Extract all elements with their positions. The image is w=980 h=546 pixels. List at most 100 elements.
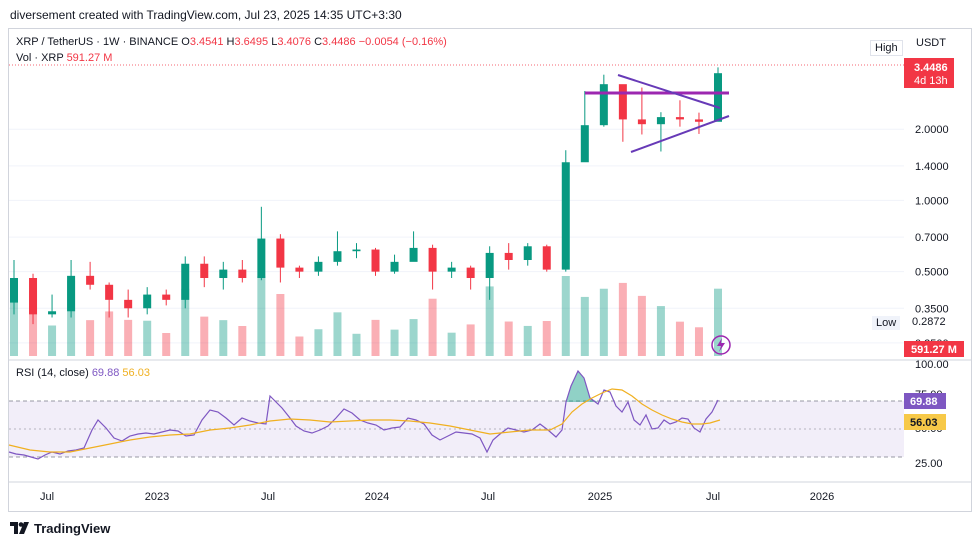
candle: [200, 256, 209, 288]
candle-body: [219, 269, 228, 279]
candle-body: [599, 84, 608, 126]
alert-icon[interactable]: [711, 335, 731, 355]
price-axis[interactable]: 2.00001.40001.00000.70000.50000.35000.25…: [915, 124, 949, 350]
candle-body: [29, 278, 38, 315]
candle-body: [694, 119, 703, 122]
candle: [409, 231, 418, 262]
candle-body: [314, 261, 323, 272]
volume-legend[interactable]: Vol · XRP 591.27 M: [16, 52, 112, 64]
candle: [86, 261, 95, 290]
volume-label[interactable]: Vol · XRP: [16, 52, 64, 64]
time-axis[interactable]: Jul 2023 Jul 2024 Jul 2025 Jul 2026: [9, 481, 971, 503]
currency-label[interactable]: USDT: [916, 37, 946, 49]
candle: [447, 261, 456, 279]
candle: [219, 261, 228, 290]
candle: [276, 234, 285, 283]
volume-bar: [333, 312, 342, 356]
price-tick-label: 1.0000: [915, 195, 949, 207]
candle: [295, 265, 304, 279]
candle: [504, 243, 513, 270]
price-tick-label: 0.3500: [915, 303, 949, 315]
candle-body: [466, 267, 475, 279]
candle-body: [390, 261, 399, 272]
candle: [29, 273, 38, 325]
volume-bar: [409, 319, 418, 356]
rsi-legend[interactable]: RSI (14, close) 69.88 56.03: [16, 367, 150, 379]
low-value: 3.4076: [277, 36, 311, 48]
rsi-label[interactable]: RSI (14, close): [16, 367, 89, 379]
volume-bar: [371, 319, 380, 356]
candle-body: [276, 238, 285, 268]
volume-bar: [599, 288, 608, 356]
volume-bar: [238, 326, 247, 356]
candles: [10, 67, 722, 325]
candle-body: [656, 117, 665, 125]
time-tick-label: Jul: [261, 491, 275, 503]
triangle-upper-line: [617, 74, 721, 109]
candle: [694, 112, 703, 134]
candle: [599, 74, 608, 127]
volume-bar: [485, 286, 494, 356]
chart-frame: [8, 28, 972, 512]
price-tick-label: 0.5000: [915, 267, 949, 279]
symbol-name[interactable]: XRP / TetherUS · 1W · BINANCE: [16, 36, 179, 48]
high-button[interactable]: High: [870, 40, 903, 56]
rsi-ma-line: [8, 388, 721, 453]
volume-bar: [580, 296, 589, 356]
chart-credit: diversement created with TradingView.com…: [10, 8, 402, 22]
volume-bars: [10, 276, 722, 356]
volume-bar: [618, 282, 627, 356]
candle: [143, 287, 152, 315]
rsi-pane: 100.00 75.00 50.00 25.00 69.88 56.03: [8, 359, 971, 470]
candle-body: [48, 311, 57, 315]
rsi-overbought-fill: [566, 371, 598, 402]
last-price-badge: [904, 58, 954, 88]
volume-bar: [675, 321, 684, 356]
volume-bar: [542, 321, 551, 356]
candle-body: [333, 251, 342, 262]
candle: [523, 243, 532, 266]
price-tick-label: 2.0000: [915, 124, 949, 136]
volume-bar: [466, 324, 475, 356]
candle-body: [561, 162, 570, 270]
volume-bar: [257, 276, 266, 356]
candle-body: [238, 269, 247, 279]
candle-body: [352, 249, 361, 252]
footer-brand[interactable]: TradingView: [10, 521, 110, 537]
candle: [675, 100, 684, 127]
tradingview-logo-icon: [10, 522, 30, 537]
price-tick-label: 1.4000: [915, 161, 949, 173]
candle-body: [523, 246, 532, 261]
candle: [352, 243, 361, 259]
candle-body: [10, 278, 18, 303]
low-button[interactable]: Low: [872, 316, 901, 330]
low-value-label: 0.2872: [912, 316, 946, 328]
open-label: O: [181, 36, 190, 48]
volume-value: 591.27 M: [66, 52, 113, 64]
time-tick-label: Jul: [706, 491, 720, 503]
volume-bar: [181, 288, 190, 356]
triangle-lower-line: [630, 115, 730, 153]
volume-bar: [67, 280, 76, 356]
candle-body: [200, 263, 209, 279]
candle-body: [485, 252, 494, 279]
candle: [561, 150, 570, 272]
symbol-legend[interactable]: XRP / TetherUS · 1W · BINANCE O3.4541 H3…: [16, 36, 447, 48]
price-badges: 3.4486 4d 13h 591.27 M: [9, 58, 964, 357]
candle: [105, 282, 114, 318]
volume-bar: [637, 295, 646, 356]
high-value: 3.6495: [234, 36, 269, 48]
change-value: −0.0054 (−0.16%): [358, 36, 447, 48]
candle: [637, 87, 646, 135]
volume-bar: [504, 321, 513, 356]
open-value: 3.4541: [189, 36, 224, 48]
close-label: C: [314, 36, 323, 48]
rsi-value: 69.88: [91, 367, 120, 379]
time-tick-label: 2024: [365, 491, 389, 503]
candle-body: [124, 299, 133, 309]
candle-body: [181, 263, 190, 300]
volume-bar: [200, 316, 209, 356]
rsi-tick-25: 25.00: [915, 458, 943, 470]
volume-bar: [314, 329, 323, 356]
